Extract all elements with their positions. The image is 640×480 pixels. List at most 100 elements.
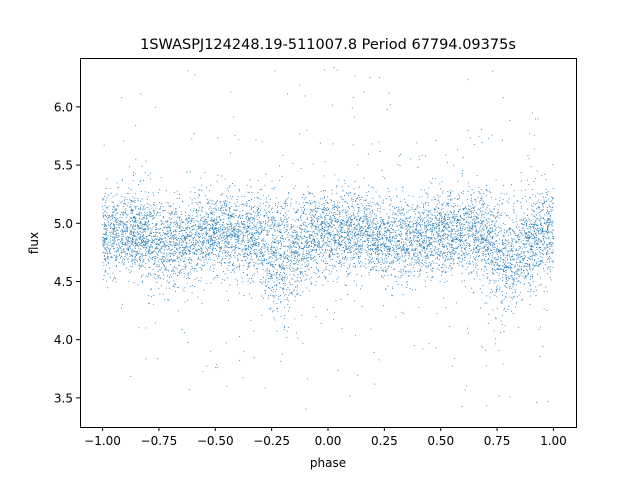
data-point [191, 221, 192, 223]
data-point [465, 240, 466, 241]
data-point [358, 187, 360, 189]
data-point [189, 240, 190, 241]
data-point [372, 224, 374, 226]
data-point [485, 256, 487, 258]
data-point [139, 237, 141, 239]
data-point [357, 221, 359, 223]
data-point [142, 224, 144, 226]
data-point [359, 235, 361, 237]
data-point [360, 218, 361, 220]
data-point [297, 210, 299, 212]
data-point [255, 249, 257, 251]
data-point [464, 248, 466, 250]
data-point [102, 246, 104, 248]
data-point [106, 236, 108, 238]
data-point [156, 247, 158, 249]
data-point [377, 253, 379, 255]
data-point [231, 264, 233, 266]
data-point [189, 261, 190, 263]
data-point [362, 237, 364, 239]
data-point [242, 281, 244, 283]
data-point [307, 257, 309, 259]
data-point [454, 205, 456, 206]
data-point [467, 198, 468, 200]
data-point [146, 236, 148, 238]
data-point [512, 205, 514, 207]
data-point [318, 270, 320, 272]
data-point [172, 273, 174, 275]
data-point [291, 291, 293, 293]
data-point [301, 197, 303, 198]
data-point [186, 252, 187, 254]
data-point [260, 222, 261, 224]
data-point [369, 245, 371, 247]
data-point [172, 212, 173, 214]
data-point [166, 233, 168, 235]
data-point [132, 217, 134, 219]
data-point [179, 258, 181, 260]
data-point [236, 201, 238, 203]
data-point [130, 241, 132, 243]
data-point [295, 261, 297, 263]
data-point [287, 229, 288, 231]
data-point [341, 223, 343, 225]
data-point [179, 216, 181, 218]
data-point [511, 240, 513, 242]
data-point [443, 246, 445, 248]
data-point [393, 241, 395, 243]
data-point [136, 231, 138, 233]
data-point [417, 270, 419, 272]
data-point [409, 232, 411, 234]
data-point [266, 234, 268, 236]
data-point [237, 260, 239, 262]
data-point [475, 222, 477, 224]
data-point [299, 294, 301, 296]
data-point [299, 271, 301, 273]
data-point [161, 238, 163, 240]
data-point [481, 235, 483, 237]
data-point [128, 237, 130, 239]
data-point [362, 240, 364, 242]
data-point [308, 234, 310, 236]
data-point [185, 218, 187, 219]
data-point [445, 222, 447, 224]
data-point [113, 248, 115, 250]
data-point [525, 275, 527, 276]
data-point [291, 235, 293, 237]
data-point [495, 221, 497, 223]
data-point [115, 218, 117, 220]
data-point [375, 217, 377, 219]
data-point [226, 268, 228, 269]
data-point [124, 222, 126, 224]
data-point [517, 235, 519, 237]
data-point [221, 278, 223, 280]
data-point [438, 230, 440, 232]
data-point [367, 259, 369, 261]
data-point [281, 255, 283, 257]
data-point [451, 246, 453, 248]
data-point [260, 230, 262, 232]
data-point [393, 245, 395, 247]
data-point [140, 234, 142, 236]
data-point [113, 243, 115, 245]
data-point [329, 213, 330, 215]
data-point [414, 216, 416, 218]
data-point [243, 256, 245, 258]
data-point [510, 269, 512, 271]
data-point [253, 264, 255, 266]
data-point [154, 242, 155, 244]
data-point [398, 212, 400, 214]
data-point [543, 239, 544, 241]
data-point [237, 280, 238, 282]
data-point [294, 230, 296, 232]
data-point [174, 251, 176, 252]
data-point [118, 248, 119, 250]
data-point [146, 245, 148, 247]
data-point [132, 221, 134, 223]
data-point [202, 228, 204, 230]
data-point [330, 251, 331, 253]
data-point [116, 251, 117, 253]
data-point [486, 405, 488, 407]
data-point [103, 274, 105, 276]
data-point [116, 182, 118, 184]
